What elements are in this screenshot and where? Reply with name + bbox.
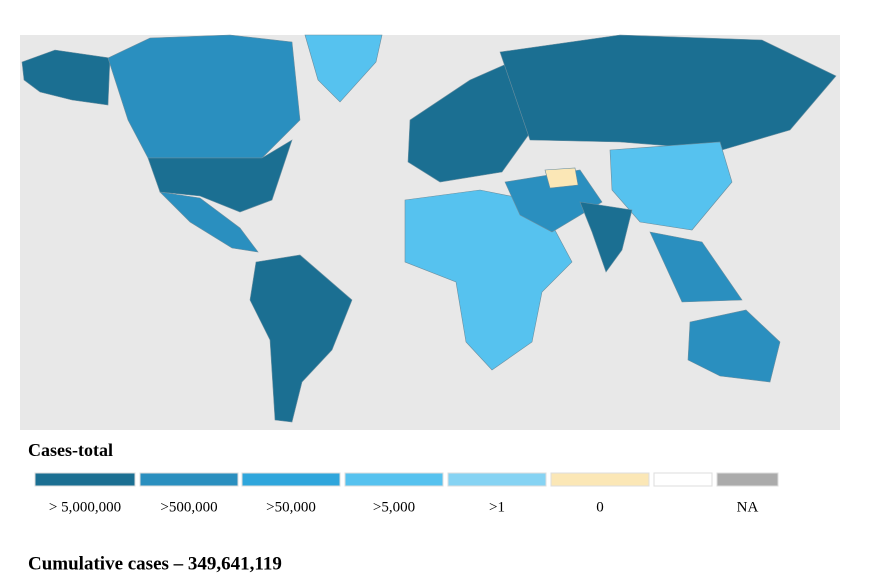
- legend-swatch: [344, 472, 444, 487]
- legend-swatch: [550, 472, 650, 487]
- legend-swatch: [653, 472, 713, 487]
- legend: > 5,000,000 >500,000 >50,000 >5,000 >1 0 NA: [34, 472, 779, 515]
- europe: [407, 57, 533, 183]
- legend-label: >500,000: [160, 499, 217, 515]
- india: [579, 201, 633, 273]
- central-america: [159, 191, 259, 253]
- legend-swatch: [241, 472, 341, 487]
- world-map: [20, 34, 840, 430]
- canada: [107, 34, 301, 159]
- legend-label: > 5,000,000: [49, 499, 121, 515]
- alaska: [21, 49, 111, 106]
- legend-label: 0: [596, 499, 604, 515]
- legend-label: >5,000: [373, 499, 415, 515]
- china: [609, 141, 733, 231]
- australia: [687, 309, 781, 383]
- russia: [499, 34, 837, 151]
- turkmenistan: [544, 167, 579, 189]
- legend-label: >1: [489, 499, 505, 515]
- legend-swatch: [447, 472, 547, 487]
- legend-swatch: [139, 472, 239, 487]
- southeast-asia: [649, 231, 743, 303]
- legend-swatch: [34, 472, 136, 487]
- footer-text: Cumulative cases – 349,641,119: [28, 553, 282, 574]
- greenland: [304, 34, 383, 103]
- legend-swatch: [716, 472, 779, 487]
- usa: [147, 139, 293, 213]
- legend-title: Cases-total: [28, 440, 113, 460]
- south-america: [249, 254, 353, 423]
- legend-label: NA: [737, 499, 759, 515]
- legend-label: >50,000: [266, 499, 316, 515]
